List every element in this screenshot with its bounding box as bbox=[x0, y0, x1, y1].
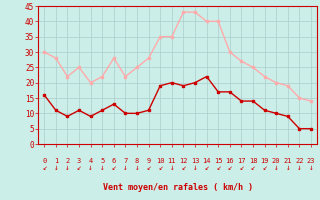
Text: ↙: ↙ bbox=[146, 163, 151, 172]
Text: ↓: ↓ bbox=[135, 163, 139, 172]
Text: ↓: ↓ bbox=[100, 163, 105, 172]
Text: ↙: ↙ bbox=[228, 163, 232, 172]
Text: ↓: ↓ bbox=[285, 163, 290, 172]
Text: ↓: ↓ bbox=[123, 163, 128, 172]
Text: ↙: ↙ bbox=[204, 163, 209, 172]
Text: ↙: ↙ bbox=[181, 163, 186, 172]
Text: ↓: ↓ bbox=[88, 163, 93, 172]
Text: ↓: ↓ bbox=[274, 163, 278, 172]
Text: ↙: ↙ bbox=[239, 163, 244, 172]
X-axis label: Vent moyen/en rafales ( km/h ): Vent moyen/en rafales ( km/h ) bbox=[103, 183, 252, 192]
Text: ↓: ↓ bbox=[309, 163, 313, 172]
Text: ↙: ↙ bbox=[158, 163, 163, 172]
Text: ↓: ↓ bbox=[65, 163, 70, 172]
Text: ↓: ↓ bbox=[297, 163, 302, 172]
Text: ↙: ↙ bbox=[77, 163, 81, 172]
Text: ↙: ↙ bbox=[251, 163, 255, 172]
Text: ↙: ↙ bbox=[262, 163, 267, 172]
Text: ↓: ↓ bbox=[170, 163, 174, 172]
Text: ↓: ↓ bbox=[193, 163, 197, 172]
Text: ↙: ↙ bbox=[42, 163, 46, 172]
Text: ↙: ↙ bbox=[216, 163, 220, 172]
Text: ↓: ↓ bbox=[53, 163, 58, 172]
Text: ↙: ↙ bbox=[111, 163, 116, 172]
